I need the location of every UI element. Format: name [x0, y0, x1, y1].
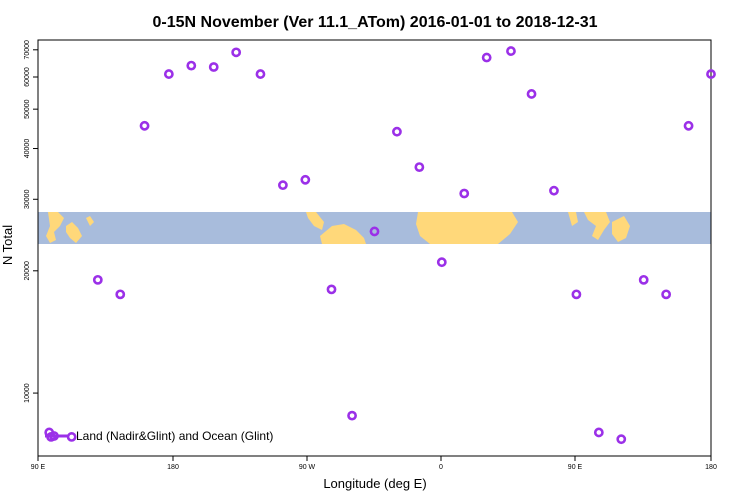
data-point: [683, 120, 694, 131]
data-point: [459, 188, 470, 199]
y-tick-label: 20000: [24, 261, 31, 281]
y-tick-label: 30000: [24, 189, 31, 209]
land-southeast-asia: [584, 212, 610, 240]
y-tick-label: 10000: [24, 383, 31, 403]
y-tick-label: 40000: [24, 139, 31, 159]
legend-marker: [49, 431, 59, 441]
data-point: [66, 432, 77, 442]
data-point: [638, 274, 649, 285]
data-point: [208, 62, 219, 72]
data-point: [326, 284, 337, 295]
data-points: [44, 46, 716, 445]
x-axis: 90 E 180 90 W 0 90 E 180: [31, 456, 717, 471]
data-point: [526, 89, 537, 99]
background-map-strip: [38, 212, 711, 244]
land-maritime-continent: [46, 212, 64, 243]
data-point: [369, 226, 380, 237]
x-tick-label: 180: [167, 464, 179, 471]
y-tick-label: 50000: [24, 99, 31, 119]
data-point: [277, 180, 288, 191]
data-point: [92, 274, 103, 285]
chart-title: 0-15N November (Ver 11.1_ATom) 2016-01-0…: [153, 14, 598, 31]
data-point: [506, 46, 516, 56]
data-point: [255, 69, 266, 79]
x-tick-label: 90 E: [568, 464, 583, 471]
land-maritime-continent-2: [612, 216, 630, 242]
data-point: [661, 289, 672, 300]
data-point: [392, 126, 402, 137]
data-point: [300, 174, 311, 185]
data-point: [414, 162, 425, 173]
data-point: [163, 69, 174, 79]
data-point: [549, 185, 559, 196]
x-tick-label: 90 W: [299, 464, 316, 471]
plot-frame: [37, 39, 712, 457]
x-tick-label: 0: [439, 464, 443, 471]
data-point: [436, 257, 447, 268]
data-point: [115, 289, 126, 300]
x-axis-label: Longitude (deg E): [323, 476, 426, 491]
land-south-america: [320, 224, 366, 244]
land-africa: [416, 212, 518, 244]
legend-label: Land (Nadir&Glint) and Ocean (Glint): [76, 429, 273, 443]
data-point: [186, 60, 197, 71]
data-point: [231, 47, 242, 58]
data-point: [706, 69, 716, 79]
data-point: [616, 434, 627, 445]
land-central-america: [306, 212, 324, 230]
y-tick-label: 70000: [24, 40, 31, 60]
land-india: [568, 212, 578, 226]
data-point: [347, 410, 357, 421]
y-axis-label: N Total: [0, 225, 15, 265]
land-islands-a: [86, 216, 94, 226]
x-tick-label: 180: [705, 464, 717, 471]
data-point: [481, 52, 492, 63]
data-point: [571, 289, 582, 300]
data-point: [139, 120, 150, 131]
y-tick-label: 60000: [24, 67, 31, 87]
y-axis: 10000 20000 30000 40000 50000 60000 70000: [24, 40, 38, 403]
data-point: [593, 427, 604, 438]
land-new-guinea: [66, 222, 82, 243]
legend: Land (Nadir&Glint) and Ocean (Glint): [45, 429, 273, 443]
x-tick-label: 90 E: [31, 464, 46, 471]
